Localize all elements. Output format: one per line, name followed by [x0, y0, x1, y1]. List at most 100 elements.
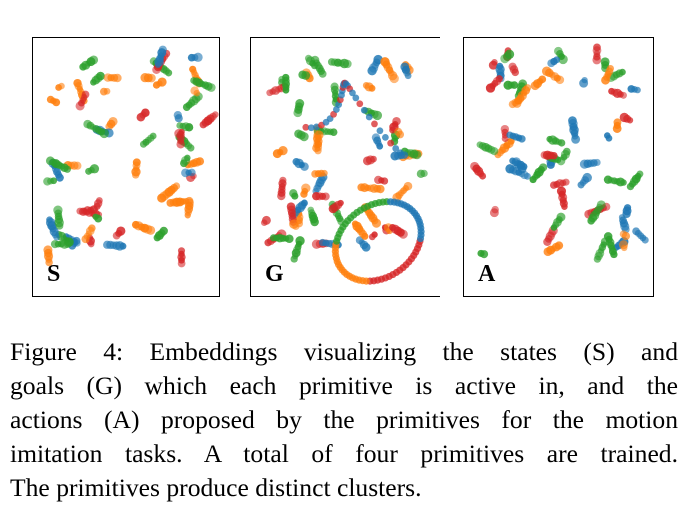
embedding-point	[46, 95, 55, 104]
embedding-point	[293, 108, 303, 118]
embedding-point	[376, 142, 384, 150]
embedding-point	[396, 149, 404, 157]
embedding-point	[45, 258, 53, 267]
embedding-point	[212, 111, 219, 118]
embedding-point	[172, 182, 181, 190]
embedding-point	[587, 217, 595, 225]
embedding-point	[184, 123, 194, 132]
embedding-point	[63, 240, 72, 249]
embedding-point	[621, 231, 631, 241]
embedding-point	[90, 79, 97, 86]
embedding-point	[389, 73, 399, 84]
embedding-point	[503, 80, 513, 90]
caption-line: The primitives produce distinct clusters…	[10, 473, 422, 502]
embedding-point	[620, 244, 628, 252]
embedding-point	[146, 225, 156, 235]
embedding-point	[624, 204, 632, 212]
embedding-point	[523, 84, 532, 92]
embedding-point	[43, 177, 52, 186]
embedding-point	[603, 175, 613, 184]
embedding-point	[329, 128, 338, 136]
embedding-point	[289, 219, 299, 229]
embedding-point	[619, 68, 626, 76]
embedding-point	[173, 111, 182, 120]
embedding-point	[89, 55, 99, 65]
embedding-panel-states: S	[32, 37, 220, 297]
embedding-point	[627, 85, 636, 93]
embedding-point	[476, 141, 484, 148]
embedding-point	[371, 120, 378, 128]
embedding-point	[520, 162, 528, 171]
embedding-point	[184, 154, 191, 162]
embedding-point	[382, 133, 389, 141]
embedding-point	[302, 123, 310, 131]
embedding-point	[116, 226, 126, 236]
embedding-point	[81, 90, 90, 99]
embedding-point	[538, 75, 547, 84]
embedding-point	[470, 161, 480, 171]
embedding-point	[260, 219, 268, 226]
panel-label-s: S	[47, 261, 61, 287]
embedding-point	[556, 212, 566, 222]
embedding-point	[361, 232, 369, 240]
embedding-point	[139, 140, 148, 148]
embedding-point	[370, 155, 377, 163]
embedding-point	[152, 81, 161, 89]
embedding-point	[553, 56, 561, 64]
embedding-point	[285, 234, 294, 244]
figure-caption: Figure 4: Embeddings visualizing the sta…	[10, 335, 678, 505]
embedding-point	[376, 184, 385, 194]
scatter-states	[43, 45, 219, 268]
embedding-points	[470, 43, 649, 263]
embedding-point	[92, 213, 99, 220]
embedding-point	[286, 202, 296, 211]
embedding-point	[349, 89, 356, 97]
caption-line: actions (A) proposed by the primitives f…	[10, 405, 678, 434]
embedding-point	[141, 108, 150, 118]
embedding-point	[561, 203, 568, 210]
embedding-point	[291, 192, 299, 200]
embedding-panel-goals: G	[250, 37, 440, 297]
embedding-point	[178, 128, 185, 136]
caption-line: imitation tasks. A total of four primiti…	[10, 439, 678, 468]
embedding-point	[505, 164, 515, 174]
embedding-point	[300, 190, 308, 198]
embedding-point	[636, 170, 644, 178]
embedding-point	[400, 62, 410, 72]
embedding-point	[562, 178, 570, 186]
embedding-point	[105, 122, 114, 131]
embedding-point	[610, 250, 618, 259]
embedding-point	[189, 65, 197, 73]
embedding-point	[96, 197, 103, 204]
embedding-point	[491, 59, 498, 66]
embedding-point	[593, 158, 601, 167]
embedding-point	[119, 242, 127, 250]
embedding-point	[103, 87, 111, 95]
caption-line: goals (G) which each primitive is active…	[10, 371, 678, 400]
embedding-point	[504, 49, 515, 59]
embedding-point	[365, 113, 373, 121]
embedding-point	[206, 83, 216, 92]
embedding-point	[508, 62, 517, 71]
embedding-point	[277, 191, 286, 201]
embedding-point	[55, 173, 64, 182]
embedding-point	[292, 157, 301, 166]
embedding-point	[605, 134, 613, 142]
embedding-point	[307, 124, 315, 132]
embedding-point	[577, 181, 585, 189]
embedding-point	[568, 116, 577, 125]
embedding-point	[539, 163, 548, 172]
embedding-point	[593, 255, 602, 263]
embedding-point	[416, 234, 425, 243]
embedding-point	[73, 78, 82, 88]
embedding-point	[374, 175, 383, 185]
embedding-point	[398, 229, 408, 239]
embedding-point	[361, 242, 371, 252]
embedding-point	[83, 119, 92, 129]
embedding-point	[187, 144, 195, 152]
embedding-point	[641, 236, 649, 244]
embedding-point	[371, 218, 382, 228]
scatter-actions	[470, 43, 649, 263]
embedding-point	[307, 206, 315, 214]
embedding-point	[312, 192, 321, 201]
